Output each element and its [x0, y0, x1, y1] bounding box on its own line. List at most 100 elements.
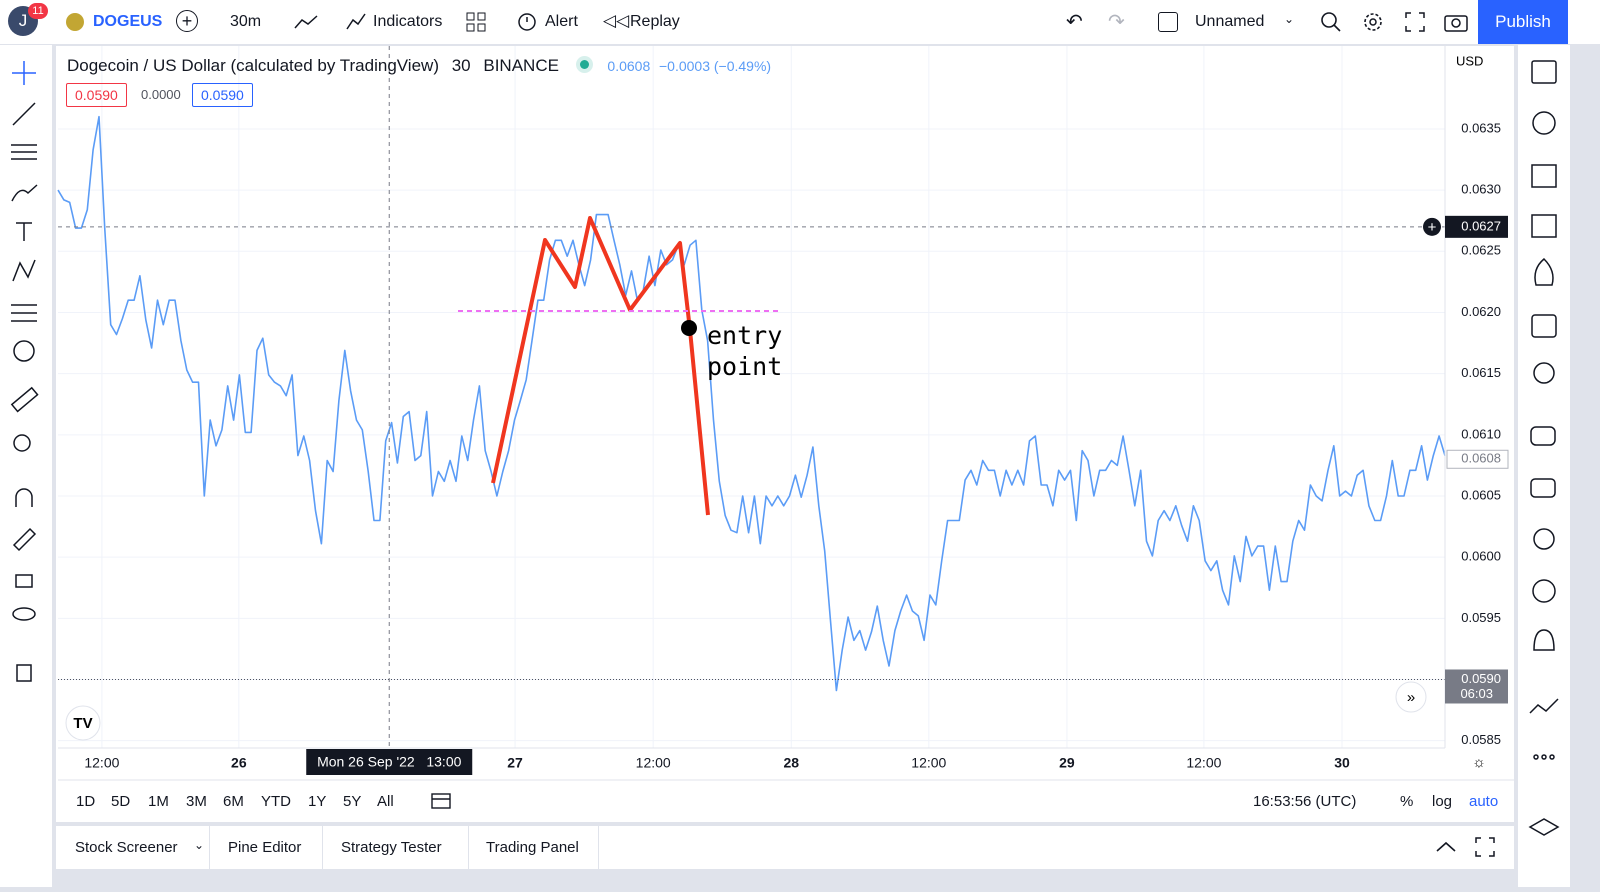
panel-tab[interactable]: Trading Panel [486, 839, 579, 856]
ideas-button[interactable] [1533, 362, 1555, 384]
range-bar: 1D 5D 1M 3M 6M YTD 1Y 5Y All 16:53:56 (U… [58, 784, 1514, 818]
news-button[interactable] [1531, 164, 1557, 188]
messages-button[interactable] [1530, 478, 1556, 498]
alert-icon [518, 13, 536, 31]
forecast-tool[interactable] [11, 304, 37, 322]
trend-line-tool[interactable] [12, 102, 36, 126]
price-line [57, 115, 1446, 692]
replay-trading-button[interactable] [1532, 579, 1556, 603]
current-price-label: 0.0608 [1461, 451, 1501, 466]
percent-toggle[interactable]: % [1400, 793, 1414, 810]
range-button[interactable]: YTD [261, 793, 291, 810]
svg-text:»: » [1407, 689, 1415, 706]
data-window-button[interactable] [1529, 698, 1559, 714]
replay-button[interactable]: Replay [630, 13, 680, 30]
y-tick-label: 0.0585 [1461, 732, 1501, 747]
undo-button[interactable]: ↶ [1066, 11, 1083, 33]
zoom-tool[interactable] [13, 434, 31, 452]
range-button[interactable]: 3M [186, 793, 207, 810]
currency-label[interactable]: USD [1456, 53, 1483, 68]
tab-separator [322, 826, 323, 869]
search-button[interactable] [1320, 11, 1342, 33]
magnet-tool[interactable] [15, 488, 33, 507]
interval-button[interactable]: 30m [230, 13, 262, 30]
text-tool[interactable] [16, 222, 32, 241]
notes-button[interactable] [1531, 214, 1557, 238]
icon-tool[interactable] [13, 340, 35, 362]
panel-tab[interactable]: Pine Editor [228, 839, 302, 856]
streams-button[interactable] [1533, 528, 1555, 550]
x-tick-label: 12:00 [84, 755, 119, 771]
scroll-button[interactable]: » [1395, 681, 1427, 713]
settings-button[interactable] [1362, 11, 1384, 33]
axis-settings[interactable]: ☼ [1472, 754, 1486, 771]
add-symbol-button[interactable]: + [176, 10, 198, 32]
sell-price[interactable]: 0.0590 [66, 83, 127, 107]
notifications-button[interactable] [1533, 629, 1555, 651]
buy-price[interactable]: 0.0590 [192, 83, 253, 107]
collapse-panel[interactable] [1434, 839, 1458, 855]
stay-drawing-tool[interactable] [12, 527, 37, 552]
y-tick-label: 0.0615 [1461, 365, 1501, 380]
range-button[interactable]: 5D [111, 793, 131, 810]
object-tree-button[interactable] [1528, 818, 1560, 836]
clock[interactable]: 16:53:56 (UTC) [1253, 793, 1357, 810]
drawn-pattern[interactable] [491, 216, 710, 516]
hide-tool[interactable] [12, 607, 36, 621]
range-button[interactable]: 5Y [343, 793, 362, 810]
go-to-date[interactable] [431, 791, 451, 809]
chart-pane [56, 46, 1514, 822]
entry-dot[interactable] [681, 320, 697, 336]
crosshair-tool[interactable] [12, 61, 36, 85]
alerts-button[interactable] [1532, 111, 1556, 135]
y-tick-label: 0.0600 [1461, 549, 1501, 564]
calendar-button[interactable] [1531, 314, 1557, 338]
indicators-button[interactable]: Indicators [373, 13, 443, 30]
publish-button[interactable]: Publish [1478, 0, 1568, 44]
y-tick-label: 0.0605 [1461, 487, 1501, 502]
panel-tab[interactable]: Stock Screener [75, 839, 178, 856]
maximize-panel[interactable] [1475, 837, 1495, 857]
range-button[interactable]: 1D [76, 793, 96, 810]
range-button[interactable]: 6M [223, 793, 244, 810]
spread: 0.0000 [141, 87, 181, 102]
watchlist-button[interactable] [1531, 60, 1557, 84]
svg-text:TV: TV [73, 715, 92, 732]
right-toolbar [1518, 45, 1570, 887]
layout-dropdown[interactable]: ⌄ [1284, 12, 1295, 26]
x-tick-label: 12:00 [636, 755, 671, 771]
redo-button[interactable]: ↷ [1108, 11, 1125, 33]
chart-type-button[interactable] [293, 12, 319, 32]
x-tick-label: 26 [231, 755, 247, 771]
layout-name[interactable]: Unnamed [1195, 13, 1265, 30]
layout-button[interactable] [466, 12, 486, 32]
auto-toggle[interactable]: auto [1469, 793, 1499, 810]
pattern-tool[interactable] [12, 259, 36, 282]
range-button[interactable]: 1M [148, 793, 169, 810]
fullscreen-button[interactable] [1405, 12, 1425, 32]
entry-annotation[interactable]: entry point [707, 321, 783, 381]
hotlists-button[interactable] [1534, 257, 1554, 286]
crosshair-price-box [1445, 215, 1508, 238]
lock-tool[interactable] [15, 574, 33, 588]
brush-tool[interactable] [11, 184, 38, 202]
fib-tool[interactable] [11, 144, 37, 160]
screenshot-button[interactable] [1444, 11, 1468, 33]
panel-tab[interactable]: Strategy Tester [341, 839, 442, 856]
crosshair-time-box [306, 749, 473, 775]
ruler-tool[interactable] [10, 386, 39, 413]
x-tick-label: 12:00 [1186, 755, 1221, 771]
widget-icons [1528, 60, 1560, 836]
tab-separator [209, 826, 210, 869]
replay-icon: ◁◁ [603, 11, 630, 30]
chats-button[interactable] [1530, 426, 1556, 446]
symbol[interactable]: DOGEUS [93, 13, 163, 30]
bottom-panel: Stock Screener ⌄ Pine Editor Strategy Te… [56, 826, 1514, 869]
range-button[interactable]: All [377, 793, 394, 810]
remove-tool[interactable] [16, 664, 32, 682]
range-button[interactable]: 1Y [308, 793, 327, 810]
alert-button[interactable]: Alert [545, 13, 578, 30]
tab-dropdown[interactable]: ⌄ [194, 838, 205, 852]
log-toggle[interactable]: log [1432, 793, 1453, 810]
countdown-label: 06:03 [1460, 686, 1493, 701]
